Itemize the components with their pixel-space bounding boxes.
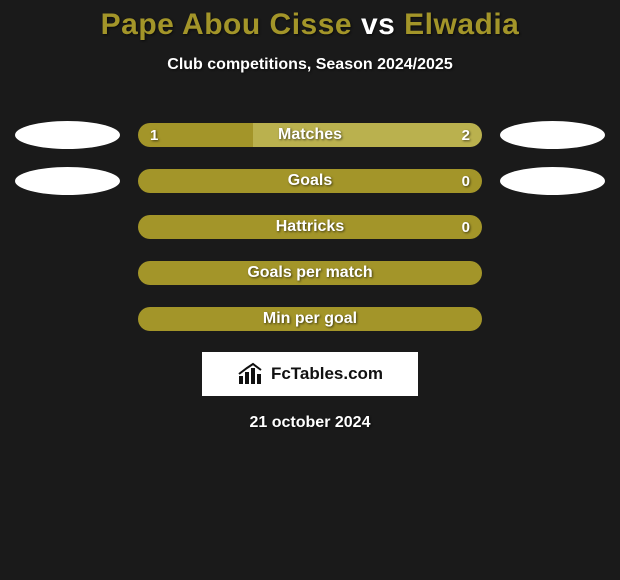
page-title: Pape Abou Cisse vs Elwadia [0,8,620,42]
stat-bar: Min per goal [138,307,482,331]
player1-badge [15,167,120,195]
stat-row: Min per goal [0,296,620,342]
stat-label: Matches [138,123,482,147]
stat-label: Min per goal [138,307,482,331]
stat-value-left: 1 [150,123,158,147]
player2-badge [500,167,605,195]
player1-badge [15,121,120,149]
date-text: 21 october 2024 [0,414,620,432]
stat-row: Goals per match [0,250,620,296]
brand-chart-icon [237,362,267,386]
player2-name: Elwadia [404,8,519,41]
stat-bar: Hattricks0 [138,215,482,239]
stat-rows: Matches12Goals0Hattricks0Goals per match… [0,112,620,342]
stat-label: Goals [138,169,482,193]
stat-row: Matches1 2 [0,112,620,158]
infographic-container: Pape Abou Cisse vs Elwadia Club competit… [0,0,620,432]
stat-label: Goals per match [138,261,482,285]
player1-name: Pape Abou Cisse [101,8,352,41]
stat-value-right: 0 [462,215,470,239]
stat-label: Hattricks [138,215,482,239]
stat-row: Goals0 [0,158,620,204]
player2-badge [500,121,605,149]
stat-bar: Goals0 [138,169,482,193]
brand-box: FcTables.com [202,352,418,396]
vs-text: vs [361,8,395,41]
stat-bar: Goals per match [138,261,482,285]
subtitle: Club competitions, Season 2024/2025 [0,56,620,74]
stat-row: Hattricks0 [0,204,620,250]
brand-text: FcTables.com [271,364,383,384]
stat-bar: Matches1 2 [138,123,482,147]
stat-value-right: 0 [462,169,470,193]
stat-value-right: 2 [462,123,470,147]
